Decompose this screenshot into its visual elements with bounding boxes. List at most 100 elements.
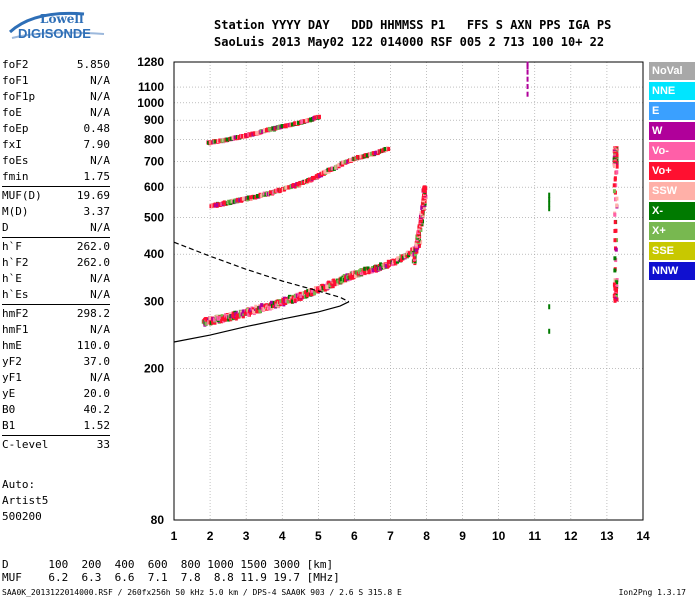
echo-point (269, 127, 273, 132)
echo-point (310, 292, 314, 297)
param-name: foF1p (2, 90, 36, 103)
echo-point (355, 154, 359, 159)
echo-point (613, 286, 617, 291)
echo-point (233, 135, 237, 140)
logo-digisonde-text: DIGISONDE (18, 26, 91, 41)
echo-point (212, 317, 216, 322)
echo-point (548, 201, 551, 207)
param-row: foEs N/A (2, 153, 110, 169)
param-row: yF1 N/A (2, 370, 110, 386)
param-separator (2, 304, 110, 305)
echo-point (209, 204, 213, 209)
echo-point (223, 317, 227, 322)
param-separator (2, 186, 110, 187)
echo-point (229, 136, 233, 141)
param-name: B1 (2, 419, 16, 432)
param-name: foF2 (2, 58, 29, 71)
param-value: 262.0 (76, 256, 110, 269)
echo-point (378, 149, 382, 154)
echo-point (613, 238, 617, 243)
echo-point (249, 195, 253, 200)
echo-point (258, 305, 262, 310)
echo-point (330, 281, 334, 286)
echo-point (317, 114, 321, 119)
echo-point (374, 151, 378, 156)
param-row: M(D) 3.37 (2, 204, 110, 220)
echo-point (369, 151, 373, 156)
x-tick-label: 12 (564, 529, 578, 543)
echo-point (363, 266, 367, 271)
param-name: fxI (2, 138, 22, 151)
echo-point (414, 242, 418, 247)
legend-item: SSW (649, 182, 695, 200)
y-tick-label: 400 (144, 247, 164, 261)
echo-point (232, 199, 236, 204)
echo-point (548, 192, 551, 198)
echo-point (548, 197, 551, 203)
echo-point (285, 123, 289, 128)
legend-item: Vo+ (649, 162, 695, 180)
param-name: hmF2 (2, 307, 29, 320)
param-separator (2, 435, 110, 436)
param-row: hmF1 N/A (2, 322, 110, 338)
echo-point (303, 119, 307, 124)
echo-point (316, 173, 320, 178)
param-row: hmF2 298.2 (2, 306, 110, 322)
echo-point (614, 289, 618, 294)
param-value: 20.0 (83, 387, 111, 400)
param-row: foF1 N/A (2, 73, 110, 89)
echo-point (326, 285, 330, 290)
echo-point (548, 328, 551, 334)
echo-point (321, 283, 325, 288)
param-name: hmF1 (2, 323, 29, 336)
echo-point (373, 265, 377, 270)
echo-point (236, 313, 240, 318)
echo-point (526, 76, 529, 82)
param-row: C-level 33 (2, 437, 110, 453)
echo-point (393, 260, 397, 265)
distance-row: D 100 200 400 600 800 1000 1500 3000 [km… (2, 558, 334, 571)
echo-point (417, 228, 421, 233)
param-value: 5.850 (76, 58, 110, 71)
echo-point (244, 133, 248, 138)
param-name: hmE (2, 339, 22, 352)
echo-point (330, 166, 334, 171)
echo-point (214, 203, 218, 208)
param-name: B0 (2, 403, 16, 416)
echo-point (318, 173, 322, 178)
echo-point (262, 128, 266, 133)
echo-point (526, 61, 529, 67)
echo-point (314, 115, 318, 120)
echo-point (260, 303, 264, 308)
echo-point (248, 132, 252, 137)
echo-point (220, 314, 224, 319)
echo-point (350, 273, 354, 278)
echo-point (526, 84, 529, 90)
x-tick-label: 10 (492, 529, 506, 543)
x-tick-label: 8 (423, 529, 430, 543)
param-row: h`Es N/A (2, 287, 110, 303)
echo-point (613, 176, 617, 181)
echo-point (615, 164, 619, 169)
x-tick-label: 5 (315, 529, 322, 543)
param-value: 33 (96, 438, 110, 451)
echo-point (387, 147, 391, 152)
echo-point (232, 314, 236, 319)
echo-point (298, 291, 302, 296)
legend-item: NoVal (649, 62, 695, 80)
echo-point (548, 304, 551, 310)
echo-point (240, 312, 244, 317)
echo-point (211, 320, 215, 325)
echo-point (267, 305, 271, 310)
legend-item: NNW (649, 262, 695, 280)
echo-point (255, 130, 259, 135)
echo-point (241, 309, 245, 314)
param-name: h`F2 (2, 256, 29, 269)
echo-point (271, 126, 275, 131)
scaled-parameters-panel: foF2 5.850 foF1 N/A foF1p N/A foE N/A foEp 0.48 fx… (2, 57, 110, 453)
echo-point (268, 190, 272, 195)
echo-point (286, 299, 290, 304)
echo-point (346, 159, 350, 164)
echo-point (287, 185, 291, 190)
